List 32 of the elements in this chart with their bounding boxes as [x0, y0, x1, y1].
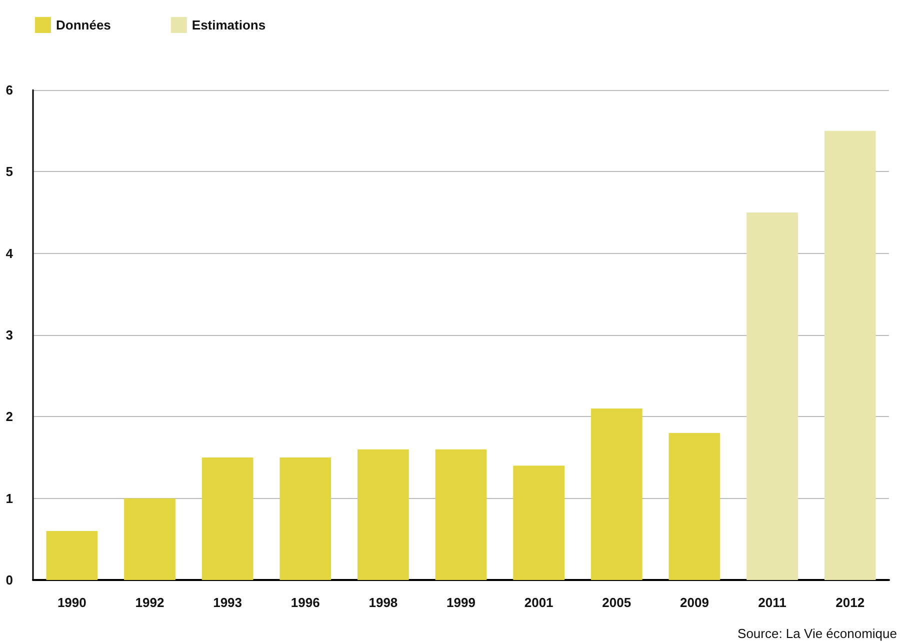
x-tick-label: 2001 — [524, 595, 554, 610]
x-tick-label: 1990 — [57, 595, 86, 610]
bar — [202, 458, 254, 580]
bar — [668, 433, 720, 580]
y-tick-label: 3 — [6, 328, 13, 342]
x-tick-label: 2012 — [836, 595, 865, 610]
bar — [124, 498, 176, 580]
source-note: Source: La Vie économique — [738, 626, 898, 641]
bar — [358, 449, 409, 580]
bar — [746, 212, 798, 580]
x-tick-label: 2011 — [758, 595, 786, 610]
x-tick-label: 1998 — [368, 595, 398, 610]
bar — [46, 531, 98, 580]
bar — [435, 449, 487, 580]
legend-label: Estimations — [192, 18, 266, 32]
y-tick-label: 6 — [6, 82, 13, 98]
x-tick-label: 1999 — [446, 595, 476, 610]
x-tick-label: 1992 — [135, 595, 164, 610]
bar — [590, 408, 642, 580]
bar — [513, 466, 564, 580]
x-tick-label: 1996 — [290, 595, 320, 610]
y-tick-label: 5 — [6, 164, 13, 180]
legend-label: Données — [56, 18, 111, 32]
y-tick-label: 1 — [6, 490, 13, 506]
x-tick-label: 2009 — [680, 595, 709, 610]
y-tick-label: 2 — [6, 409, 13, 424]
bar — [280, 458, 332, 580]
x-tick-label: 1993 — [213, 595, 242, 610]
y-tick-label: 0 — [6, 572, 13, 588]
y-tick-label: 4 — [6, 246, 14, 261]
bar — [824, 130, 876, 580]
x-tick-label: 2005 — [602, 595, 632, 610]
